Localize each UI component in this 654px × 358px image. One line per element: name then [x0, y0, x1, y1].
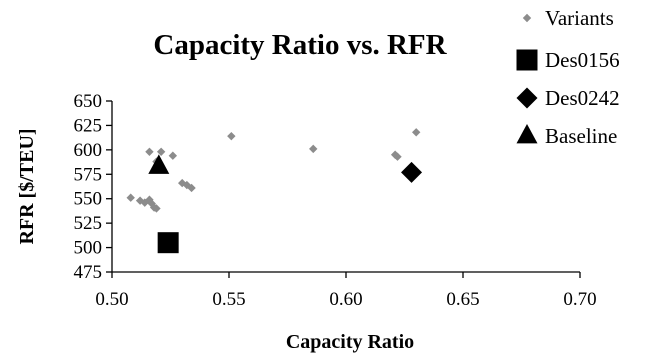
data-point-variants: [152, 204, 161, 213]
data-point-variants: [227, 131, 236, 141]
x-tick-label: 0.65: [446, 289, 479, 310]
data-point-variants: [145, 147, 154, 157]
x-tick-label: 0.50: [95, 289, 128, 310]
legend-label-variants: Variants: [545, 6, 614, 30]
legend-marker-des0156: [516, 49, 538, 71]
x-tick-label: 0.70: [563, 289, 596, 310]
y-axis-ticks: 475 500 525 550 575 600 625 650: [74, 91, 112, 283]
y-tick-label: 575: [74, 164, 103, 185]
data-points: [126, 128, 423, 254]
x-tick-label: 0.55: [212, 289, 245, 310]
data-point-variants: [309, 144, 318, 154]
y-tick-label: 650: [74, 91, 103, 112]
legend-label-baseline: Baseline: [545, 124, 617, 148]
y-tick-label: 500: [74, 238, 103, 259]
legend-label-des0242: Des0242: [545, 86, 620, 110]
x-tick-label: 0.60: [329, 289, 362, 310]
x-axis-title: Capacity Ratio: [286, 331, 414, 353]
data-point-variants: [156, 147, 166, 157]
y-axis-title: RFR [$/TEU]: [16, 128, 38, 244]
plot-area: 475 500 525 550 575 600 625 650 0.50 0.55 0.60 0.6…: [74, 91, 597, 310]
y-tick-label: 525: [74, 213, 103, 234]
data-point-variants: [187, 183, 196, 193]
data-point-des0242: [401, 161, 423, 183]
data-point-variants: [126, 193, 135, 202]
data-point-des0156: [157, 232, 179, 254]
legend-label-des0156: Des0156: [545, 48, 620, 72]
data-point-variants: [168, 151, 178, 160]
legend-marker-baseline: [516, 123, 538, 144]
data-point-variants: [393, 152, 402, 161]
data-point-variants: [412, 128, 421, 137]
y-tick-label: 600: [74, 140, 103, 161]
x-axis-ticks: 0.50 0.55 0.60 0.65 0.70: [95, 272, 597, 310]
legend-marker-des0242: [516, 87, 538, 109]
legend: Variants Des0156 Des0242 Baseline: [516, 6, 620, 148]
y-tick-label: 475: [74, 262, 103, 283]
y-tick-label: 625: [74, 115, 103, 136]
chart-title: Capacity Ratio vs. RFR: [153, 29, 447, 61]
y-tick-label: 550: [74, 189, 103, 210]
data-point-variants: [145, 195, 154, 204]
legend-marker-variants: [522, 13, 532, 23]
data-point-baseline: [148, 154, 170, 174]
